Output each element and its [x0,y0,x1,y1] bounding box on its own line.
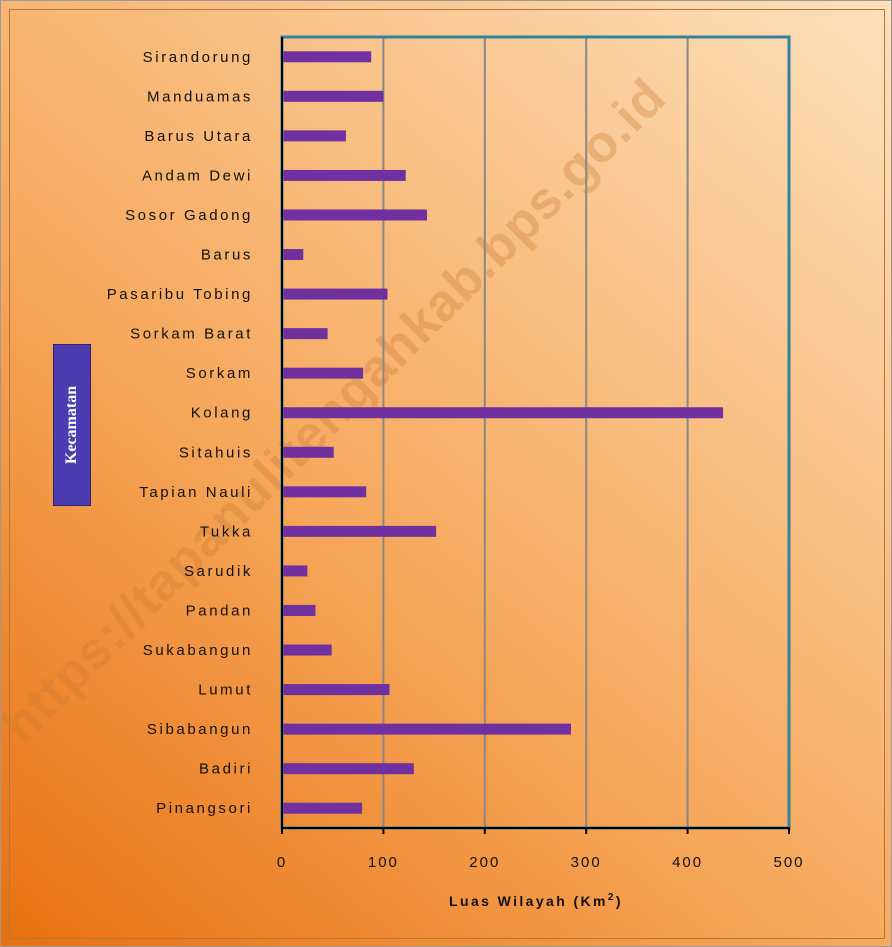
bar-lumut [282,684,390,696]
bar-sarudik [282,565,308,577]
category-label: Sorkam Barat [130,326,253,343]
x-axis-label: Luas Wilayah (Km2) [449,892,623,909]
y-axis-label-box: Kecamatan [53,344,91,506]
bar-manduamas [282,90,384,102]
bar-sorkam-barat [282,328,328,340]
category-label: Tukka [200,523,253,540]
y-axis-label: Kecamatan [63,385,80,465]
category-label: Sukabangun [143,642,253,659]
category-label: Sirandorung [143,49,253,66]
bar-pinangsori [282,802,363,814]
bar-sitahuis [282,446,334,458]
x-tick-label: 500 [773,854,804,871]
gridlines [382,37,689,828]
category-label: Sibabangun [147,721,253,738]
bar-pasaribu-tobing [282,288,388,300]
category-label: Tapian Nauli [139,484,253,501]
bar-tukka [282,525,437,537]
x-tick-label: 400 [672,854,703,871]
x-tick-label: 200 [469,854,500,871]
bar-barus [282,249,304,261]
bar-kolang [282,407,724,419]
x-tick-label: 0 [277,854,287,871]
bar-pandan [282,604,316,616]
category-label: Andam Dewi [142,167,253,184]
category-label: Lumut [198,682,253,699]
bar-andam-dewi [282,169,406,181]
bar-sirandorung [282,51,372,63]
category-label: Badiri [199,761,253,778]
bar-barus-utara [282,130,346,142]
category-label: Kolang [191,405,253,422]
bar-tapian-nauli [282,486,367,498]
bars [282,51,724,814]
bar-sorkam [282,367,364,379]
category-label: Manduamas [147,88,253,105]
bar-badiri [282,763,414,775]
category-label: Barus Utara [144,128,253,145]
bar-sibabangun [282,723,571,735]
category-label: Barus [201,247,253,264]
x-axis [281,37,790,834]
x-tick-labels: 0 100 200 300 400 500 [277,854,804,871]
category-label: Pandan [186,602,253,619]
category-label: Sorkam [186,365,253,382]
bar-sukabangun [282,644,332,656]
x-tick-label: 100 [368,854,399,871]
x-tick-label: 300 [571,854,602,871]
category-label: Sitahuis [179,444,253,461]
category-label: Sarudik [184,563,253,580]
bar-sosor-gadong [282,209,428,221]
category-label: Pasaribu Tobing [107,286,253,303]
category-label: Sosor Gadong [125,207,253,224]
category-label: Pinangsori [156,800,253,817]
plot-frame [280,35,791,830]
category-labels: Pinangsori Badiri Sibabangun Lumut Sukabangu… [107,49,253,817]
